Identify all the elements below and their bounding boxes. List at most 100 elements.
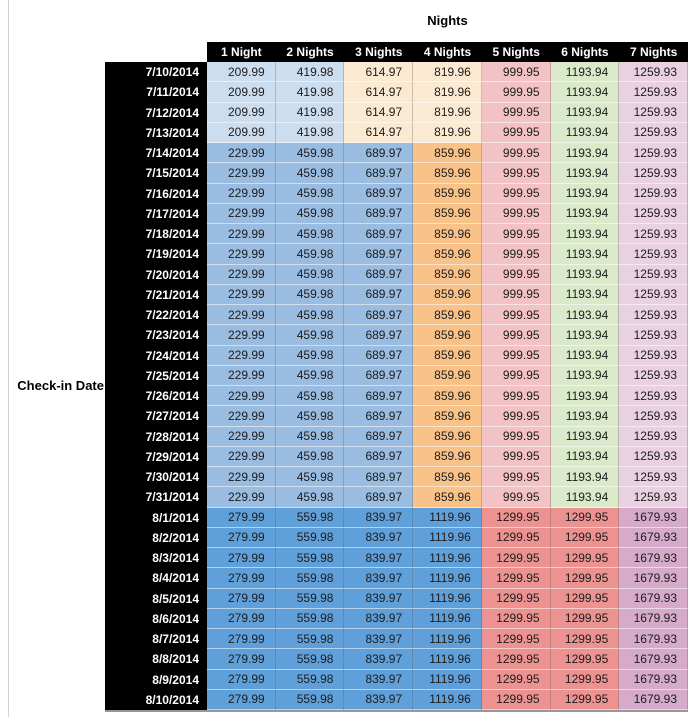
price-cell[interactable]: 1193.94 bbox=[550, 487, 620, 508]
price-cell[interactable]: 999.95 bbox=[481, 305, 551, 326]
price-cell[interactable]: 999.95 bbox=[481, 487, 551, 508]
price-cell[interactable]: 839.97 bbox=[344, 669, 414, 690]
price-cell[interactable]: 279.99 bbox=[207, 689, 276, 710]
price-cell[interactable]: 1299.95 bbox=[550, 649, 620, 670]
price-cell[interactable]: 859.96 bbox=[413, 163, 482, 184]
row-header-date[interactable]: 7/19/2014 bbox=[105, 244, 207, 265]
row-header-date[interactable]: 7/22/2014 bbox=[105, 305, 207, 326]
price-cell[interactable]: 1119.96 bbox=[413, 588, 482, 609]
column-header[interactable]: 5 Nights bbox=[481, 42, 551, 62]
price-cell[interactable]: 1119.96 bbox=[413, 608, 482, 629]
price-cell[interactable]: 859.96 bbox=[413, 284, 482, 305]
price-cell[interactable]: 1679.93 bbox=[619, 527, 688, 548]
price-cell[interactable]: 1119.96 bbox=[413, 527, 482, 548]
row-header-date[interactable]: 7/24/2014 bbox=[105, 345, 207, 366]
price-cell[interactable]: 1299.95 bbox=[550, 527, 620, 548]
price-cell[interactable]: 1679.93 bbox=[619, 689, 688, 710]
price-cell[interactable]: 1259.93 bbox=[619, 62, 688, 83]
price-cell[interactable]: 689.97 bbox=[344, 264, 414, 285]
price-cell[interactable]: 1259.93 bbox=[619, 244, 688, 265]
price-cell[interactable]: 859.96 bbox=[413, 426, 482, 447]
price-cell[interactable]: 279.99 bbox=[207, 507, 276, 528]
price-cell[interactable]: 1679.93 bbox=[619, 669, 688, 690]
price-cell[interactable]: 1259.93 bbox=[619, 365, 688, 386]
row-header-date[interactable]: 7/11/2014 bbox=[105, 82, 207, 103]
row-header-date[interactable]: 7/15/2014 bbox=[105, 163, 207, 184]
price-cell[interactable]: 859.96 bbox=[413, 224, 482, 245]
price-cell[interactable]: 689.97 bbox=[344, 365, 414, 386]
price-cell[interactable]: 999.95 bbox=[481, 406, 551, 427]
price-cell[interactable]: 279.99 bbox=[207, 669, 276, 690]
price-cell[interactable]: 279.99 bbox=[207, 608, 276, 629]
price-cell[interactable]: 1259.93 bbox=[619, 406, 688, 427]
price-cell[interactable]: 999.95 bbox=[481, 203, 551, 224]
price-cell[interactable]: 859.96 bbox=[413, 183, 482, 204]
column-header[interactable]: 2 Nights bbox=[275, 42, 345, 62]
price-cell[interactable]: 1119.96 bbox=[413, 689, 482, 710]
price-cell[interactable]: 279.99 bbox=[207, 588, 276, 609]
price-cell[interactable]: 229.99 bbox=[207, 264, 276, 285]
row-header-date[interactable]: 7/29/2014 bbox=[105, 446, 207, 467]
price-cell[interactable]: 999.95 bbox=[481, 467, 551, 488]
price-cell[interactable]: 859.96 bbox=[413, 467, 482, 488]
price-cell[interactable]: 229.99 bbox=[207, 365, 276, 386]
price-cell[interactable]: 279.99 bbox=[207, 568, 276, 589]
price-cell[interactable]: 839.97 bbox=[344, 689, 414, 710]
price-cell[interactable]: 1299.95 bbox=[481, 568, 551, 589]
price-cell[interactable]: 1193.94 bbox=[550, 102, 620, 123]
price-cell[interactable]: 999.95 bbox=[481, 143, 551, 164]
price-cell[interactable]: 1119.96 bbox=[413, 629, 482, 650]
price-cell[interactable]: 839.97 bbox=[344, 568, 414, 589]
price-cell[interactable]: 859.96 bbox=[413, 406, 482, 427]
price-cell[interactable]: 1259.93 bbox=[619, 163, 688, 184]
row-header-date[interactable]: 8/1/2014 bbox=[105, 507, 207, 528]
price-cell[interactable]: 1193.94 bbox=[550, 203, 620, 224]
price-cell[interactable]: 999.95 bbox=[481, 386, 551, 407]
price-cell[interactable]: 999.95 bbox=[481, 122, 551, 143]
price-cell[interactable]: 459.98 bbox=[275, 264, 345, 285]
price-cell[interactable]: 559.98 bbox=[275, 608, 345, 629]
price-cell[interactable]: 1259.93 bbox=[619, 143, 688, 164]
price-cell[interactable]: 1119.96 bbox=[413, 669, 482, 690]
price-cell[interactable]: 1259.93 bbox=[619, 102, 688, 123]
price-cell[interactable]: 999.95 bbox=[481, 163, 551, 184]
price-cell[interactable]: 859.96 bbox=[413, 325, 482, 346]
price-cell[interactable]: 1119.96 bbox=[413, 568, 482, 589]
price-cell[interactable]: 859.96 bbox=[413, 244, 482, 265]
price-cell[interactable]: 459.98 bbox=[275, 163, 345, 184]
price-cell[interactable]: 1299.95 bbox=[481, 527, 551, 548]
price-cell[interactable]: 459.98 bbox=[275, 224, 345, 245]
price-cell[interactable]: 459.98 bbox=[275, 446, 345, 467]
price-cell[interactable]: 459.98 bbox=[275, 487, 345, 508]
price-cell[interactable]: 999.95 bbox=[481, 244, 551, 265]
price-cell[interactable]: 1299.95 bbox=[481, 689, 551, 710]
price-cell[interactable]: 839.97 bbox=[344, 527, 414, 548]
price-cell[interactable]: 689.97 bbox=[344, 345, 414, 366]
row-header-date[interactable]: 7/13/2014 bbox=[105, 122, 207, 143]
price-cell[interactable]: 559.98 bbox=[275, 588, 345, 609]
price-cell[interactable]: 1193.94 bbox=[550, 345, 620, 366]
price-cell[interactable]: 1259.93 bbox=[619, 305, 688, 326]
price-cell[interactable]: 1193.94 bbox=[550, 365, 620, 386]
price-cell[interactable]: 859.96 bbox=[413, 487, 482, 508]
row-header-date[interactable]: 8/5/2014 bbox=[105, 588, 207, 609]
price-cell[interactable]: 999.95 bbox=[481, 345, 551, 366]
price-cell[interactable]: 1119.96 bbox=[413, 649, 482, 670]
price-cell[interactable]: 459.98 bbox=[275, 365, 345, 386]
price-cell[interactable]: 1193.94 bbox=[550, 224, 620, 245]
row-header-date[interactable]: 7/20/2014 bbox=[105, 264, 207, 285]
price-cell[interactable]: 1679.93 bbox=[619, 629, 688, 650]
price-cell[interactable]: 1259.93 bbox=[619, 82, 688, 103]
price-cell[interactable]: 1193.94 bbox=[550, 284, 620, 305]
price-cell[interactable]: 229.99 bbox=[207, 224, 276, 245]
price-cell[interactable]: 1299.95 bbox=[481, 629, 551, 650]
price-cell[interactable]: 1193.94 bbox=[550, 163, 620, 184]
price-cell[interactable]: 1119.96 bbox=[413, 507, 482, 528]
price-cell[interactable]: 459.98 bbox=[275, 426, 345, 447]
price-cell[interactable]: 1299.95 bbox=[481, 649, 551, 670]
price-cell[interactable]: 559.98 bbox=[275, 548, 345, 569]
price-cell[interactable]: 1193.94 bbox=[550, 244, 620, 265]
column-header[interactable]: 1 Night bbox=[207, 42, 276, 62]
row-header-date[interactable]: 8/3/2014 bbox=[105, 548, 207, 569]
row-header-date[interactable]: 7/12/2014 bbox=[105, 102, 207, 123]
